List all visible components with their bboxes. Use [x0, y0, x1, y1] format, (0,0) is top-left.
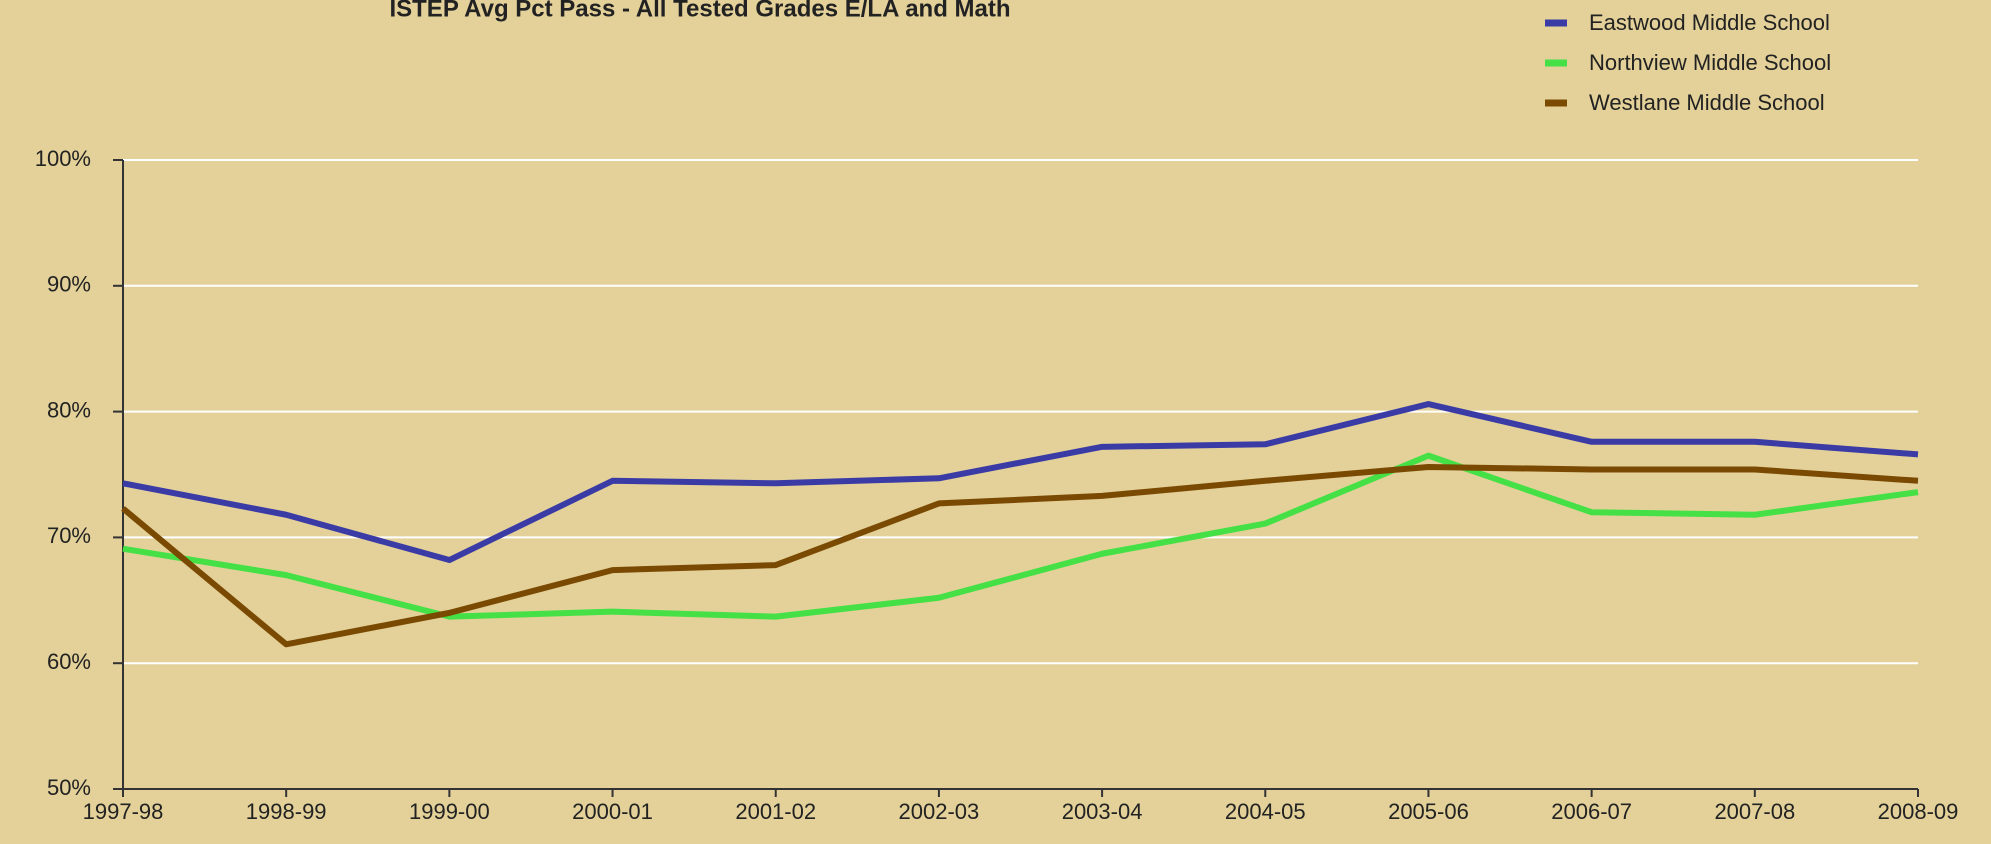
x-tick-label: 1997-98 [83, 799, 164, 824]
y-tick-label: 100% [35, 146, 91, 171]
legend-label: Westlane Middle School [1589, 90, 1825, 115]
x-tick-label: 2007-08 [1714, 799, 1795, 824]
x-tick-label: 2000-01 [572, 799, 653, 824]
y-tick-label: 90% [47, 272, 91, 297]
series-line [122, 401, 1919, 564]
x-tick-label: 2004-05 [1225, 799, 1306, 824]
x-tick-label: 2008-09 [1878, 799, 1959, 824]
x-tick-label: 2006-07 [1551, 799, 1632, 824]
legend-label: Northview Middle School [1589, 50, 1831, 75]
y-tick-label: 70% [47, 523, 91, 548]
y-tick-label: 60% [47, 649, 91, 674]
x-tick-label: 2003-04 [1062, 799, 1143, 824]
chart-title: ISTEP Avg Pct Pass - All Tested Grades E… [389, 0, 1010, 22]
y-tick-label: 80% [47, 397, 91, 422]
x-tick-label: 1999-00 [409, 799, 490, 824]
x-tick-label: 2001-02 [735, 799, 816, 824]
x-tick-label: 2002-03 [899, 799, 980, 824]
y-tick-label: 50% [47, 775, 91, 800]
legend-label: Eastwood Middle School [1589, 10, 1830, 35]
series-line [122, 452, 1919, 620]
series-line [121, 463, 1919, 648]
x-tick-label: 1998-99 [246, 799, 327, 824]
x-tick-label: 2005-06 [1388, 799, 1469, 824]
